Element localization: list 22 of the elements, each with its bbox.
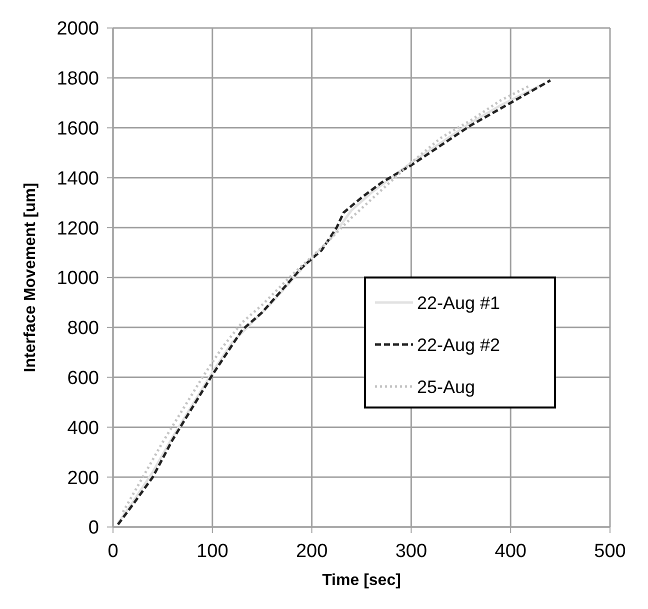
y-tick-label: 1400 <box>56 168 99 190</box>
y-tick-label: 800 <box>67 318 99 340</box>
legend-label: 25-Aug <box>417 376 476 397</box>
y-tick-label: 1800 <box>56 68 99 90</box>
x-tick-label: 400 <box>494 541 526 562</box>
y-tick-label: 200 <box>67 468 99 489</box>
legend-label: 22-Aug #2 <box>417 334 500 355</box>
x-tick-label: 200 <box>296 541 328 562</box>
x-tick-label: 100 <box>196 541 228 562</box>
x-tick-label: 300 <box>395 541 428 562</box>
y-tick-label: 600 <box>67 368 99 389</box>
y-tick-label: 400 <box>67 418 99 439</box>
y-tick-label: 0 <box>88 518 99 539</box>
legend-label: 22-Aug #1 <box>417 292 500 313</box>
x-tick-label: 500 <box>594 541 626 562</box>
y-tick-label: 1600 <box>56 118 99 140</box>
y-axis-title: Interface Movement [um] <box>22 182 39 372</box>
y-tick-label: 1200 <box>56 218 99 240</box>
y-tick-label: 2000 <box>56 18 99 40</box>
y-tick-label: 1000 <box>56 268 99 290</box>
x-axis-title: Time [sec] <box>322 572 401 589</box>
x-tick-label: 0 <box>108 541 118 562</box>
